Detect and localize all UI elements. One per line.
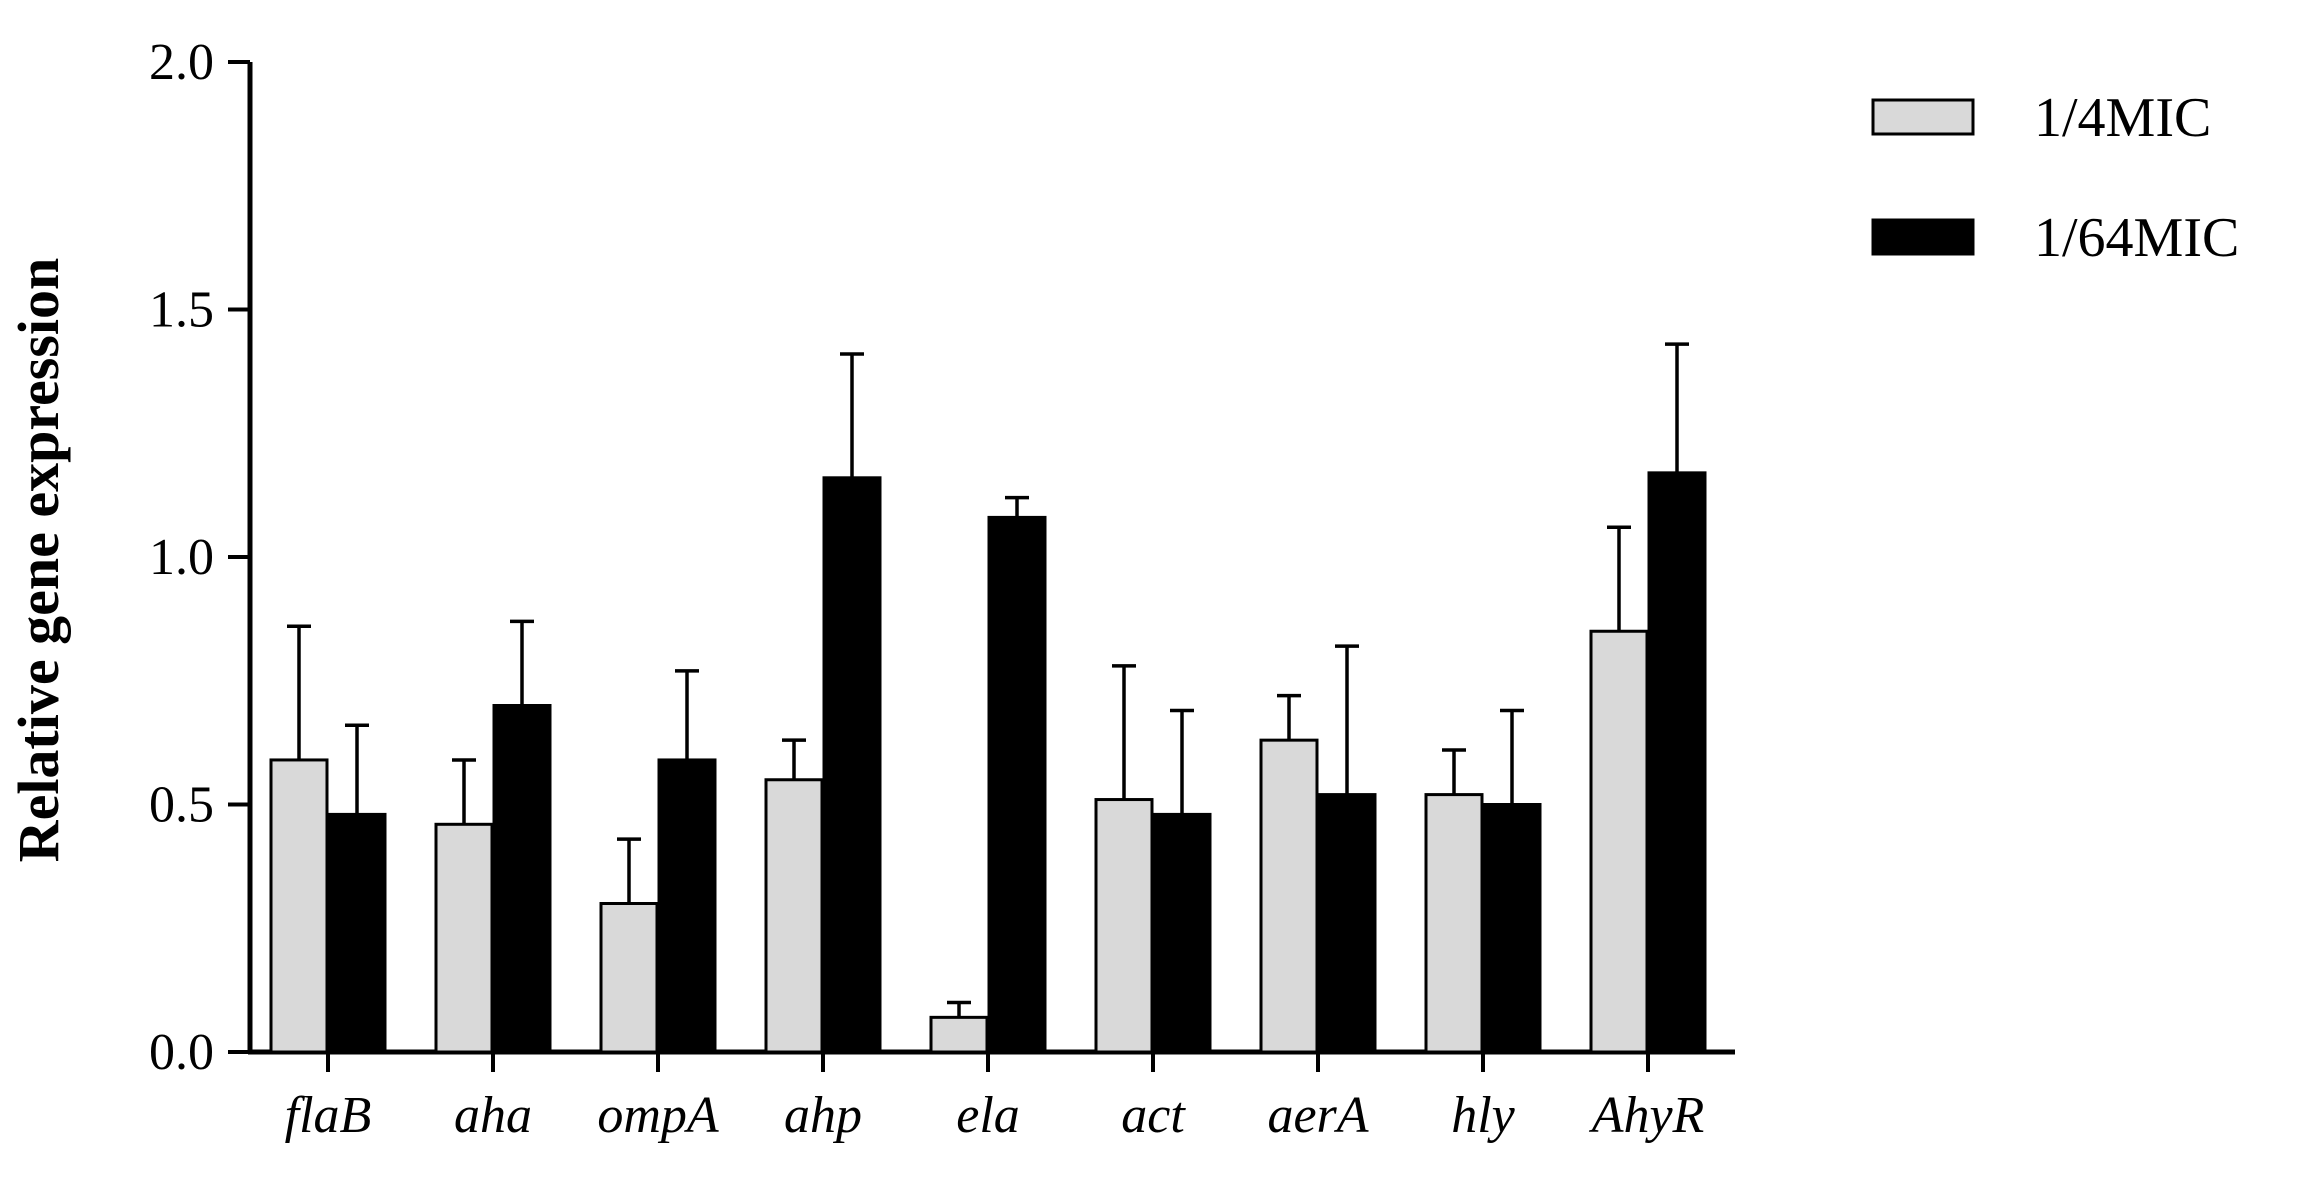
bar-1-64mic-flab — [327, 812, 387, 1054]
bar-1-64mic-aera — [1317, 793, 1377, 1054]
bar-1-4mic-hly — [1424, 793, 1484, 1054]
bar-1-4mic-ela — [929, 1015, 989, 1054]
x-tick-label: aha — [454, 1087, 532, 1144]
legend-swatch — [1871, 218, 1975, 256]
bar-1-64mic-ahp — [822, 476, 882, 1054]
bar-1-4mic-aera — [1259, 738, 1319, 1054]
legend-swatch — [1871, 98, 1975, 136]
x-tick-label: act — [1121, 1087, 1186, 1144]
legend-label: 1/64MIC — [2034, 207, 2239, 269]
bar-1-64mic-act — [1152, 812, 1212, 1054]
bar-1-64mic-ela — [987, 515, 1047, 1054]
bar-1-4mic-flab — [269, 758, 329, 1054]
bar-1-4mic-ompa — [599, 902, 659, 1054]
legend: 1/4MIC 1/64MIC — [1871, 87, 2239, 269]
x-tick-label: ela — [956, 1087, 1020, 1144]
legend-label: 1/4MIC — [2034, 87, 2211, 149]
y-tick-label: 2.0 — [149, 34, 214, 91]
bar-1-64mic-aha — [492, 704, 552, 1054]
x-tick-label: flaB — [285, 1087, 372, 1144]
x-tick-label: aerA — [1267, 1087, 1368, 1144]
x-tick-label: hly — [1451, 1087, 1515, 1144]
bar-1-64mic-ahyr — [1647, 471, 1707, 1054]
y-tick-label: 0.5 — [149, 777, 214, 834]
y-tick-label: 0.0 — [149, 1024, 214, 1081]
bar-1-4mic-ahyr — [1589, 629, 1649, 1054]
x-tick-label: AhyR — [1589, 1087, 1705, 1144]
x-tick-label: ompA — [597, 1087, 719, 1144]
bar-1-4mic-ahp — [764, 778, 824, 1054]
plot-area: 0.0 0.5 1.0 1.5 2.0 flaB aha ompA ahp ela act aerA h… — [149, 34, 1735, 1144]
bar-1-64mic-ompa — [657, 758, 717, 1054]
bar-1-4mic-act — [1094, 798, 1154, 1054]
y-tick-label: 1.0 — [149, 529, 214, 586]
y-axis-title: Relative gene expression — [6, 258, 71, 863]
y-tick-label: 1.5 — [149, 282, 214, 339]
x-tick-label: ahp — [784, 1087, 862, 1144]
bar-1-64mic-hly — [1482, 803, 1542, 1054]
bar-1-4mic-aha — [434, 822, 494, 1054]
